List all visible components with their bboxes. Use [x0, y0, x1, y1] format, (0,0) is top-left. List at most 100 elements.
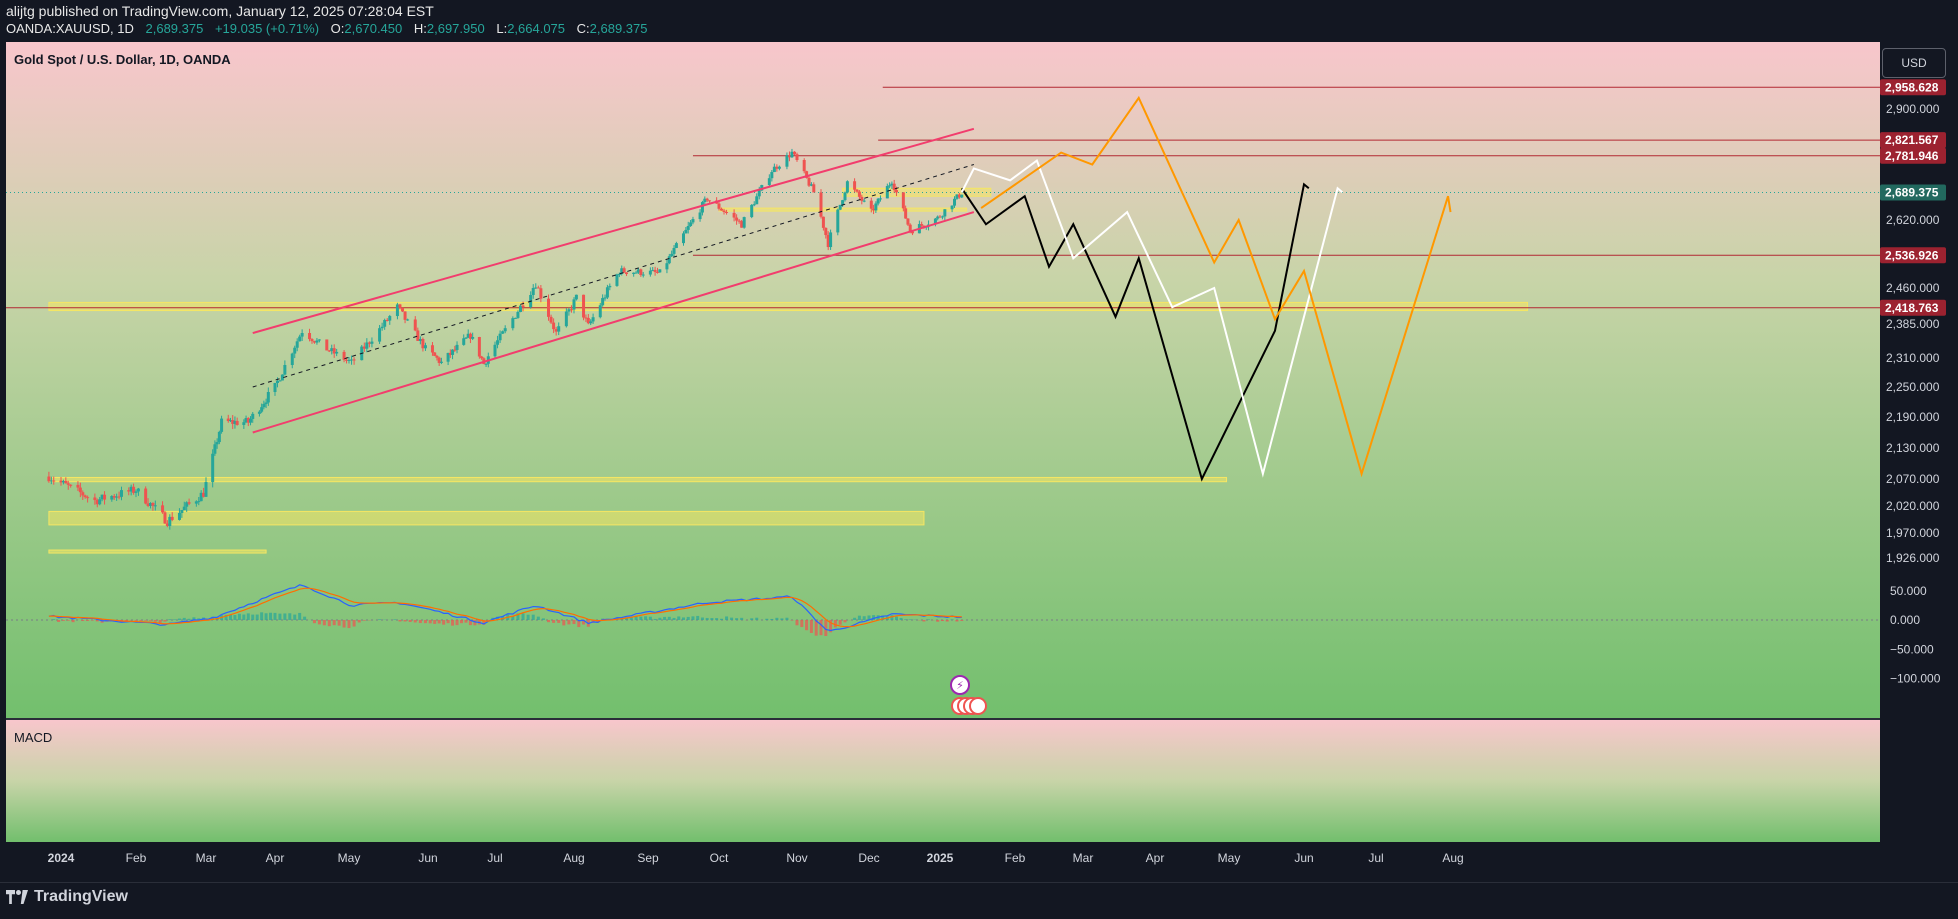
candle-body — [64, 480, 68, 484]
support-zone-3[interactable] — [48, 476, 1228, 483]
candle-body — [557, 326, 561, 332]
price-tag-label: 2,536.926 — [1885, 248, 1939, 262]
candle-body — [47, 476, 51, 482]
support-zone-5[interactable] — [48, 549, 267, 554]
macd-histogram-bar — [124, 620, 128, 622]
candle-body — [705, 198, 709, 201]
projection-black-path[interactable] — [960, 182, 1310, 482]
support-zone-2[interactable] — [718, 207, 968, 212]
event-flash-icon[interactable] — [950, 675, 970, 695]
macd-histogram-bar — [629, 617, 633, 620]
candle-body — [226, 418, 230, 422]
macd-histogram-bar — [829, 620, 833, 633]
candle-body — [534, 287, 538, 289]
candle-body — [674, 243, 678, 248]
support-zone-0[interactable] — [48, 301, 1529, 312]
candle-body — [163, 512, 167, 524]
macd-histogram-bar — [677, 616, 681, 620]
candle-body — [194, 501, 198, 504]
candle-body — [148, 502, 152, 506]
candle-body — [742, 217, 746, 228]
time-tick-label: Jul — [1368, 851, 1383, 865]
time-tick-label: Dec — [858, 851, 879, 865]
macd-histogram-bar — [269, 612, 273, 620]
macd-histogram-bar — [433, 620, 437, 624]
footer-brand: TradingView — [6, 888, 128, 906]
macd-histogram-bar — [237, 613, 241, 620]
macd-histogram-bar — [644, 616, 648, 620]
macd-histogram-bar — [730, 617, 734, 620]
time-scale-background — [6, 842, 1880, 880]
time-tick-label: 2024 — [48, 851, 75, 865]
candle-body — [451, 349, 455, 355]
macd-histogram-bar — [785, 617, 789, 620]
candle-body — [345, 359, 349, 361]
channel-upper-line[interactable] — [252, 127, 975, 335]
macd-histogram-bar — [955, 620, 959, 622]
macd-histogram-bar — [57, 620, 61, 622]
candle-body — [732, 212, 736, 218]
candle-body — [275, 380, 279, 384]
projection-orange-path[interactable] — [980, 95, 1452, 478]
candle-body — [98, 499, 102, 505]
macd-histogram-bar — [451, 620, 455, 626]
support-zone-4[interactable] — [48, 510, 925, 526]
price-tag-label: 2,689.375 — [1885, 185, 1939, 199]
candle-body — [117, 496, 121, 498]
price-tick-label: 2,020.000 — [1886, 499, 1940, 513]
candle-body — [722, 210, 726, 213]
support-zone-1[interactable] — [842, 187, 992, 197]
candle-body — [752, 204, 756, 206]
channel-mid-line[interactable] — [252, 164, 975, 388]
macd-histogram-bar — [770, 618, 774, 620]
candle-body — [940, 216, 944, 218]
candle-body — [365, 342, 369, 349]
channel-lower-line[interactable] — [252, 211, 975, 434]
candle-body — [665, 263, 669, 270]
macd-histogram-bar — [809, 620, 813, 633]
candle-body — [300, 333, 304, 337]
candle-body — [335, 351, 339, 354]
price-tag-label: 2,781.946 — [1885, 149, 1939, 163]
candle-body — [295, 341, 299, 348]
macd-tick-label: −50.000 — [1890, 642, 1934, 656]
macd-histogram-bar — [547, 620, 551, 623]
macd-histogram-bar — [658, 617, 662, 620]
candle-body — [513, 317, 517, 319]
macd-histogram-bar — [255, 614, 259, 620]
macd-histogram-bar — [894, 616, 898, 620]
currency-button[interactable]: USD — [1882, 48, 1946, 78]
candle-body — [516, 311, 520, 318]
macd-histogram-bar — [413, 620, 417, 623]
macd-line — [48, 584, 962, 632]
candle-body — [670, 253, 674, 257]
candle-body — [93, 497, 97, 501]
us-flag-event-icon[interactable] — [969, 697, 987, 715]
macd-histogram-bar — [862, 616, 866, 620]
candle-body — [625, 272, 629, 275]
price-tick-label: 2,070.000 — [1886, 472, 1940, 486]
macd-histogram-bar — [765, 618, 769, 620]
candle-body — [725, 212, 729, 214]
macd-histogram-bar — [853, 617, 857, 620]
candle-body — [787, 155, 791, 158]
macd-histogram-bar — [428, 620, 432, 624]
projection-white-path[interactable] — [960, 158, 1344, 478]
candle-body — [841, 200, 845, 205]
candle-body — [421, 338, 425, 349]
price-tag-2 — [1880, 147, 1946, 164]
candle-body — [161, 505, 165, 513]
candle-body — [127, 490, 131, 492]
candle-body — [61, 480, 65, 483]
candle-body — [266, 392, 270, 403]
macd-histogram-bar — [940, 620, 944, 621]
macd-histogram-bar — [224, 614, 228, 620]
macd-histogram-bar — [86, 620, 90, 621]
macd-histogram-bar — [908, 619, 912, 620]
macd-histogram-bar — [211, 616, 215, 620]
candle-body — [115, 496, 119, 498]
macd-histogram-bar — [228, 614, 232, 620]
price-chart[interactable]: 3,000.0002,900.0002,620.0002,460.0002,38… — [0, 40, 1958, 882]
candle-body — [591, 317, 595, 322]
candle-body — [826, 235, 830, 248]
